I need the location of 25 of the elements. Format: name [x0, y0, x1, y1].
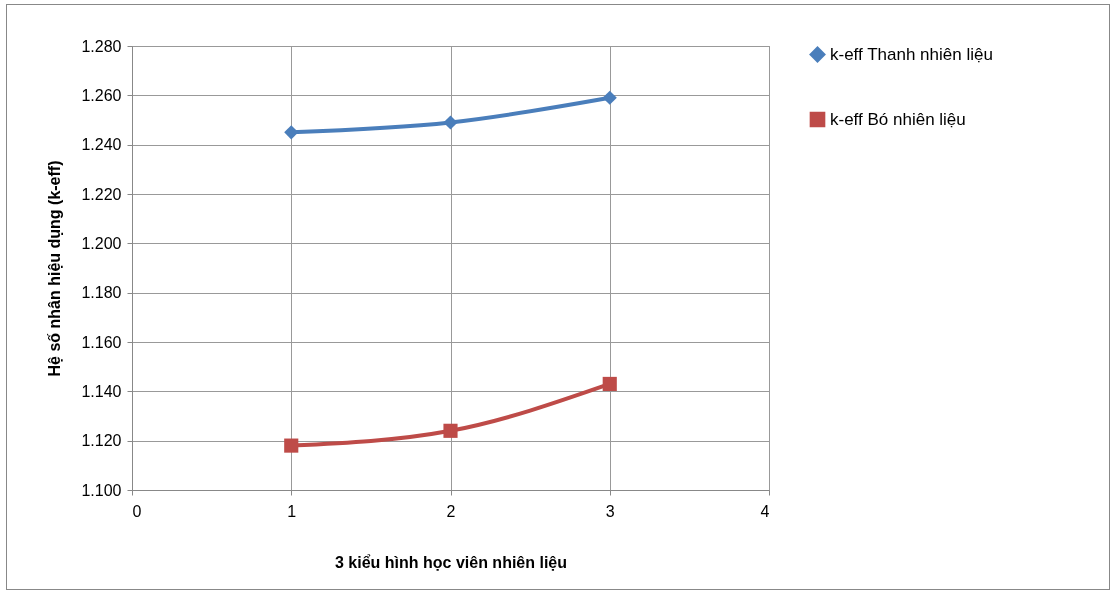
point	[443, 423, 458, 438]
y-tick-label: 1.220	[81, 185, 122, 203]
y-tick-label: 1.140	[81, 382, 122, 400]
x-tick-label: 1	[287, 502, 297, 520]
y-tick-label: 1.160	[81, 333, 122, 351]
point	[602, 90, 617, 105]
y-tick-label: 1.180	[81, 284, 122, 302]
y-tick-label: 1.260	[81, 86, 122, 104]
x-tick-label: 3	[605, 502, 615, 520]
x-axis-title: 3 kiểu hình học viên nhiên liệu	[334, 553, 568, 571]
point	[602, 376, 617, 391]
y-axis-title: Hệ số nhân hiệu dụng (k-eff)	[46, 160, 64, 377]
legend-label: k-eff Bó nhiên liệu	[830, 109, 966, 129]
point	[284, 438, 299, 453]
y-tick-label: 1.120	[81, 432, 122, 450]
x-tick-label: 4	[760, 502, 770, 520]
y-tick-label: 1.100	[81, 481, 122, 499]
x-tick-label: 2	[446, 502, 456, 520]
y-tick-label: 1.200	[81, 234, 122, 252]
y-tick-label: 1.240	[81, 136, 122, 154]
y-tick-label: 1.280	[81, 37, 122, 55]
point	[443, 115, 458, 130]
point	[284, 125, 299, 140]
legend-label: k-eff Thanh nhiên liệu	[830, 44, 993, 64]
x-tick-label: 0	[132, 502, 142, 520]
